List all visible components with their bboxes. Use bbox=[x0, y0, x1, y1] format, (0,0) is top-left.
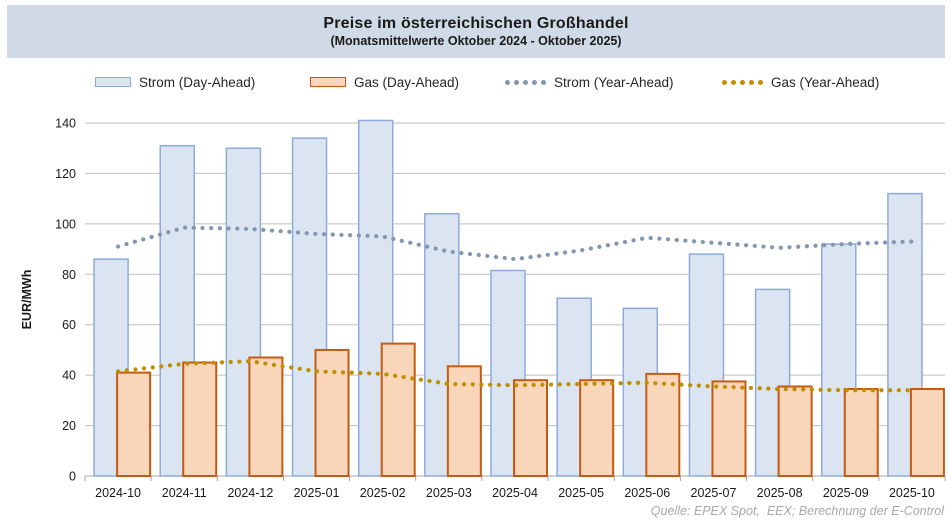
x-tick-label: 2025-01 bbox=[294, 486, 340, 500]
bar-gas-2025-02 bbox=[380, 342, 416, 477]
legend-label: Strom (Year-Ahead) bbox=[554, 74, 674, 90]
x-tick-label: 2025-04 bbox=[492, 486, 538, 500]
y-tick-label: 140 bbox=[55, 117, 76, 131]
source-note: Quelle: EPEX Spot, EEX; Berechnung der E… bbox=[650, 504, 944, 518]
line-gas-year-ahead- bbox=[115, 359, 915, 393]
x-tick-label: 2025-10 bbox=[889, 486, 935, 500]
bar-strom-2025-04 bbox=[490, 269, 526, 477]
bar-strom-2025-08 bbox=[754, 288, 791, 477]
chart-subtitle: (Monatsmittelwerte Oktober 2024 - Oktobe… bbox=[330, 34, 622, 48]
y-tick-label: 40 bbox=[62, 369, 76, 383]
legend-label: Gas (Day-Ahead) bbox=[354, 74, 460, 90]
bar-gas-2025-07 bbox=[711, 380, 747, 478]
x-tick-label: 2024-12 bbox=[227, 486, 273, 500]
x-tick-label: 2024-10 bbox=[95, 486, 141, 500]
bar-gas-2024-11 bbox=[182, 361, 218, 477]
legend-item-gas-day-ahead: Gas (Day-Ahead) bbox=[310, 72, 459, 92]
chart-title: Preise im österreichischen Großhandel bbox=[323, 15, 629, 32]
y-tick-label: 20 bbox=[62, 419, 76, 433]
x-tick-label: 2025-09 bbox=[823, 486, 869, 500]
strom-bar-swatch-icon bbox=[95, 77, 131, 87]
x-tick-label: 2024-11 bbox=[162, 486, 207, 500]
x-tick-label: 2025-06 bbox=[624, 486, 670, 500]
gas-dots-swatch-icon bbox=[722, 79, 763, 85]
legend-item-strom-day-ahead: Strom (Day-Ahead) bbox=[95, 72, 255, 92]
bar-gas-2024-12 bbox=[248, 356, 284, 477]
chart-legend: Strom (Day-Ahead) Gas (Day-Ahead) Strom … bbox=[0, 72, 952, 94]
x-tick-label: 2025-05 bbox=[558, 486, 604, 500]
bar-gas-2025-04 bbox=[513, 379, 548, 477]
chart-header: Preise im österreichischen Großhandel (M… bbox=[7, 5, 945, 58]
bar-gas-2025-06 bbox=[645, 372, 681, 477]
bar-gas-2025-08 bbox=[777, 385, 813, 477]
line-strom-year-ahead- bbox=[115, 225, 915, 262]
bar-gas-2025-05 bbox=[579, 379, 615, 477]
bar-gas-2024-10 bbox=[116, 371, 152, 477]
legend-item-gas-year-ahead: Gas (Year-Ahead) bbox=[722, 72, 879, 92]
x-tick-label: 2025-03 bbox=[426, 486, 472, 500]
y-axis-title: EUR/MWh bbox=[20, 270, 34, 330]
x-tick-label: 2025-08 bbox=[757, 486, 803, 500]
legend-item-strom-year-ahead: Strom (Year-Ahead) bbox=[505, 72, 674, 92]
legend-label: Strom (Day-Ahead) bbox=[139, 74, 256, 90]
x-tick-label: 2025-07 bbox=[691, 486, 737, 500]
y-tick-label: 80 bbox=[62, 268, 76, 282]
bar-gas-2025-09 bbox=[843, 388, 879, 477]
bar-gas-2025-01 bbox=[314, 348, 350, 477]
legend-label: Gas (Year-Ahead) bbox=[771, 74, 880, 90]
y-tick-label: 100 bbox=[55, 217, 76, 231]
strom-dots-swatch-icon bbox=[505, 79, 546, 85]
x-tick-label: 2025-02 bbox=[360, 486, 406, 500]
y-tick-label: 0 bbox=[69, 470, 76, 484]
bar-gas-2025-10 bbox=[909, 388, 945, 477]
y-tick-label: 120 bbox=[55, 167, 76, 181]
gas-bar-swatch-icon bbox=[310, 77, 346, 87]
bar-strom-2024-11 bbox=[159, 144, 195, 477]
y-tick-label: 60 bbox=[62, 318, 76, 332]
